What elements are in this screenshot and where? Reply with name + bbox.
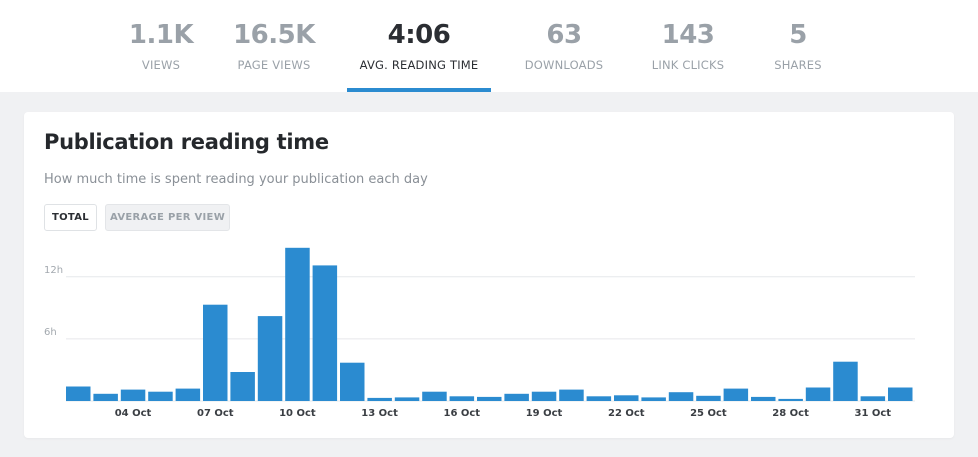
stat-label: VIEWS bbox=[141, 58, 181, 72]
stat-label: SHARES bbox=[774, 58, 822, 72]
bar-21-oct[interactable] bbox=[586, 396, 612, 401]
x-tick-label: 22 Oct bbox=[608, 408, 645, 419]
bar-19-oct[interactable] bbox=[531, 391, 557, 401]
bar-24-oct[interactable] bbox=[668, 392, 694, 401]
total-toggle-button[interactable]: TOTAL bbox=[44, 204, 97, 231]
x-tick-label: 13 Oct bbox=[361, 408, 398, 419]
bar-13-oct[interactable] bbox=[367, 397, 392, 401]
bar-18-oct[interactable] bbox=[504, 393, 529, 401]
bar-25-oct[interactable] bbox=[696, 395, 721, 401]
active-tab-indicator bbox=[347, 88, 491, 92]
x-tick-label: 10 Oct bbox=[279, 408, 316, 419]
y-tick-label: 6h bbox=[44, 327, 57, 338]
stat-label: DOWNLOADS bbox=[524, 58, 604, 72]
stat-label: LINK CLICKS bbox=[651, 58, 725, 72]
stat-tab-downloads[interactable]: 63 DOWNLOADS bbox=[492, 0, 636, 92]
stat-value: 4:06 bbox=[387, 20, 451, 50]
stat-value: 63 bbox=[546, 20, 582, 50]
bar-02-oct[interactable] bbox=[66, 386, 91, 402]
bar-16-oct[interactable] bbox=[449, 396, 475, 401]
bar-04-oct[interactable] bbox=[120, 389, 146, 401]
y-tick-label: 12h bbox=[44, 265, 63, 276]
bar-14-oct[interactable] bbox=[394, 397, 420, 401]
stats-tab-bar: 1.1K VIEWS 16.5K PAGE VIEWS 4:06 AVG. RE… bbox=[0, 0, 978, 92]
x-tick-label: 28 Oct bbox=[772, 408, 809, 419]
stat-value: 16.5K bbox=[233, 20, 315, 50]
bar-20-oct[interactable] bbox=[559, 389, 584, 401]
x-tick-label: 16 Oct bbox=[443, 408, 480, 419]
stat-tab-page-views[interactable]: 16.5K PAGE VIEWS bbox=[202, 0, 346, 92]
x-tick-label: 25 Oct bbox=[690, 408, 727, 419]
stat-tab-link-clicks[interactable]: 143 LINK CLICKS bbox=[616, 0, 760, 92]
bar-11-oct[interactable] bbox=[312, 265, 338, 401]
bar-30-oct[interactable] bbox=[833, 361, 858, 401]
stat-label: AVG. READING TIME bbox=[359, 58, 479, 72]
card-title: Publication reading time bbox=[44, 130, 329, 154]
bar-12-oct[interactable] bbox=[340, 362, 365, 401]
reading-time-card: Publication reading time How much time i… bbox=[24, 112, 954, 438]
bar-06-oct[interactable] bbox=[175, 388, 201, 401]
stat-value: 143 bbox=[661, 20, 715, 50]
bar-29-oct[interactable] bbox=[805, 387, 831, 402]
bar-01-nov[interactable] bbox=[888, 387, 913, 402]
bar-26-oct[interactable] bbox=[723, 388, 749, 401]
bar-10-oct[interactable] bbox=[285, 247, 310, 401]
bar-05-oct[interactable] bbox=[148, 391, 173, 401]
x-tick-label: 04 Oct bbox=[115, 408, 152, 419]
bar-03-oct[interactable] bbox=[93, 393, 118, 401]
x-tick-label: 31 Oct bbox=[854, 408, 891, 419]
x-tick-label: 07 Oct bbox=[197, 408, 234, 419]
bar-17-oct[interactable] bbox=[477, 396, 502, 401]
stat-tab-views[interactable]: 1.1K VIEWS bbox=[89, 0, 233, 92]
stat-label: PAGE VIEWS bbox=[237, 58, 311, 72]
stat-value: 5 bbox=[789, 20, 807, 50]
bar-09-oct[interactable] bbox=[257, 316, 283, 401]
stat-value: 1.1K bbox=[128, 20, 194, 50]
x-tick-label: 19 Oct bbox=[526, 408, 563, 419]
stat-tab-shares[interactable]: 5 SHARES bbox=[726, 0, 870, 92]
bar-08-oct[interactable] bbox=[230, 372, 255, 401]
reading-time-bar-chart: 6h 12h 04 Oct 07 Oct 10 Oct 13 Oct 16 Oct 19 Oc… bbox=[44, 247, 915, 419]
bar-07-oct[interactable] bbox=[203, 304, 228, 401]
average-per-view-toggle-button[interactable]: AVERAGE PER VIEW bbox=[105, 204, 230, 231]
stat-tab-avg-reading-time[interactable]: 4:06 AVG. READING TIME bbox=[347, 0, 491, 92]
bar-23-oct[interactable] bbox=[641, 397, 666, 401]
card-subtitle: How much time is spent reading your publ… bbox=[44, 172, 428, 187]
bar-31-oct[interactable] bbox=[860, 396, 886, 401]
bar-22-oct[interactable] bbox=[614, 395, 639, 401]
bar-28-oct[interactable] bbox=[778, 398, 803, 401]
bar-15-oct[interactable] bbox=[422, 391, 447, 401]
bar-27-oct[interactable] bbox=[751, 396, 776, 401]
